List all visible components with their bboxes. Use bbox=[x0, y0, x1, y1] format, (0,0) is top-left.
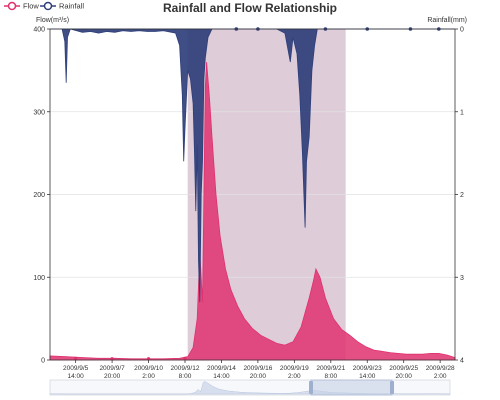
x-tick-time-label: 2:00 bbox=[288, 373, 301, 380]
x-tick-time-label: 14:00 bbox=[68, 373, 85, 380]
x-tick-time-label: 2:00 bbox=[142, 373, 155, 380]
x-tick-date-label: 2009/9/19 bbox=[280, 365, 309, 372]
chart-title: Rainfall and Flow Relationship bbox=[163, 1, 337, 15]
y-right-tick-label: 4 bbox=[460, 358, 464, 365]
x-tick-date-label: 2009/9/25 bbox=[389, 365, 418, 372]
data-zoom-right-handle[interactable] bbox=[390, 381, 394, 394]
x-tick-date-label: 2009/9/28 bbox=[426, 365, 455, 372]
y-left-tick-label: 400 bbox=[33, 27, 45, 34]
y-right-tick-label: 1 bbox=[460, 109, 464, 116]
rainfall-series-area bbox=[50, 28, 455, 303]
legend-rainfall-label: Rainfall bbox=[59, 2, 84, 11]
x-tick-date-label: 2009/9/21 bbox=[316, 365, 345, 372]
legend-item-rainfall[interactable]: Rainfall bbox=[40, 2, 84, 11]
legend: Flow Rainfall bbox=[4, 2, 84, 11]
legend-item-flow[interactable]: Flow bbox=[4, 2, 39, 11]
x-tick-date-label: 2009/9/12 bbox=[171, 365, 200, 372]
y-right-axis-label: Rainfall(mm) bbox=[427, 17, 467, 24]
x-tick-time-label: 8:00 bbox=[179, 373, 192, 380]
x-tick-time-label: 20:00 bbox=[396, 373, 413, 380]
x-tick-time-label: 2:00 bbox=[434, 373, 447, 380]
flow-point bbox=[146, 357, 151, 361]
x-tick-time-label: 8:00 bbox=[324, 373, 337, 380]
x-tick-time-label: 20:00 bbox=[104, 373, 121, 380]
y-left-tick-label: 300 bbox=[33, 109, 45, 116]
x-tick-date-label: 2009/9/23 bbox=[353, 365, 382, 372]
x-tick-date-label: 2009/9/10 bbox=[134, 365, 163, 372]
x-tick-time-label: 14:00 bbox=[213, 373, 230, 380]
y-left-axis-label: Flow(m³/s) bbox=[36, 17, 69, 24]
flow-point bbox=[74, 356, 78, 360]
flow-point bbox=[183, 356, 187, 360]
data-zoom-slider[interactable] bbox=[49, 379, 451, 396]
legend-flow-label: Flow bbox=[23, 2, 39, 11]
data-zoom-left-handle[interactable] bbox=[309, 381, 313, 394]
y-right-tick-label: 2 bbox=[460, 192, 464, 199]
y-left-tick-label: 0 bbox=[41, 358, 45, 365]
legend-rainfall-marker bbox=[43, 1, 53, 11]
y-right-tick-label: 0 bbox=[460, 27, 464, 34]
x-tick-date-label: 2009/9/7 bbox=[99, 365, 125, 372]
x-tick-time-label: 20:00 bbox=[250, 373, 267, 380]
x-tick-date-label: 2009/9/14 bbox=[207, 365, 236, 372]
x-tick-time-label: 14:00 bbox=[359, 373, 376, 380]
y-right-tick-label: 3 bbox=[460, 275, 464, 282]
data-zoom-window[interactable] bbox=[310, 379, 393, 396]
y-left-tick-label: 200 bbox=[33, 192, 45, 199]
legend-flow-marker bbox=[7, 1, 17, 11]
x-tick-date-label: 2009/9/5 bbox=[63, 365, 89, 372]
y-left-tick-label: 100 bbox=[33, 275, 45, 282]
flow-series-area bbox=[49, 62, 456, 361]
x-tick-date-label: 2009/9/16 bbox=[243, 365, 272, 372]
flow-point bbox=[110, 357, 114, 361]
